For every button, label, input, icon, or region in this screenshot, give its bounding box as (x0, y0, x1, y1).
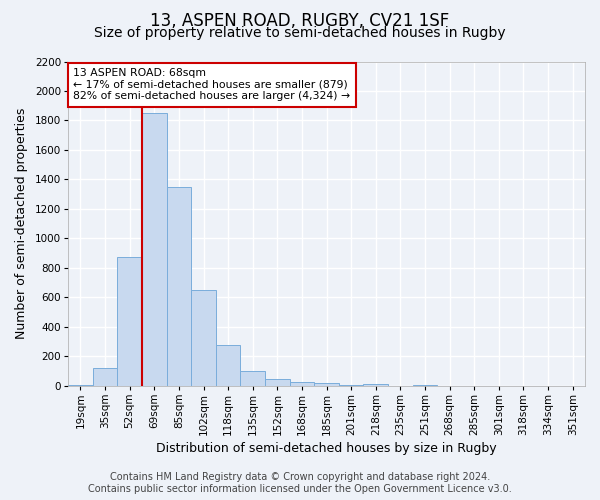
Bar (142, 113, 167, 386)
Text: 13 ASPEN ROAD: 68sqm
← 17% of semi-detached houses are smaller (879)
82% of semi: 13 ASPEN ROAD: 68sqm ← 17% of semi-detac… (73, 68, 350, 101)
Bar (265, 380, 290, 386)
Bar (339, 385, 364, 386)
Y-axis label: Number of semi-detached properties: Number of semi-detached properties (15, 108, 28, 340)
Bar (413, 385, 437, 386)
Bar (290, 382, 314, 386)
Bar (68, 384, 93, 386)
Text: Contains HM Land Registry data © Crown copyright and database right 2024.
Contai: Contains HM Land Registry data © Crown c… (88, 472, 512, 494)
Bar (314, 383, 339, 386)
Bar (191, 290, 216, 386)
Bar (364, 384, 388, 386)
Text: 13, ASPEN ROAD, RUGBY, CV21 1SF: 13, ASPEN ROAD, RUGBY, CV21 1SF (151, 12, 449, 30)
Text: Size of property relative to semi-detached houses in Rugby: Size of property relative to semi-detach… (94, 26, 506, 40)
Bar (118, 257, 142, 386)
Bar (167, 187, 191, 386)
X-axis label: Distribution of semi-detached houses by size in Rugby: Distribution of semi-detached houses by … (156, 442, 497, 455)
Bar (216, 346, 241, 386)
Bar (93, 368, 118, 386)
Bar (241, 371, 265, 386)
